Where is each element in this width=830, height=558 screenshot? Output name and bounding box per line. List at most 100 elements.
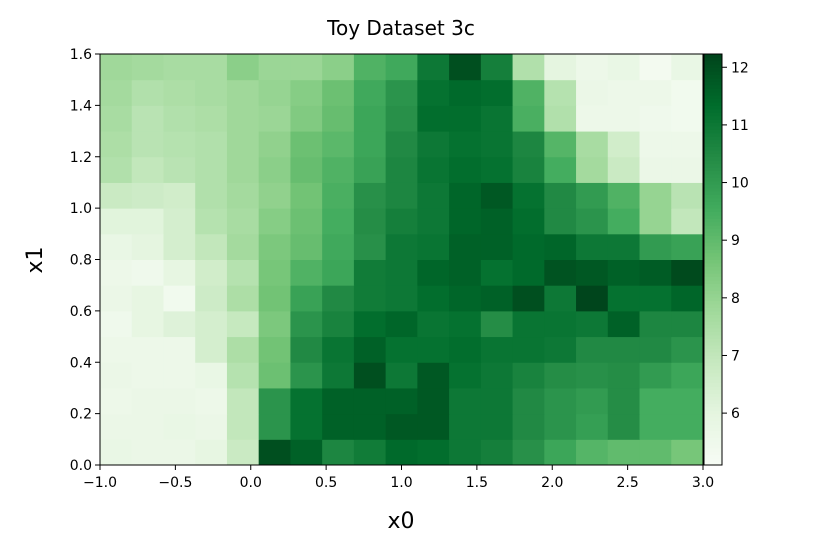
heatmap-cell xyxy=(544,105,577,132)
colorbar-segment xyxy=(704,98,722,103)
heatmap-cell xyxy=(607,362,641,389)
heatmap-cell xyxy=(607,259,641,286)
colorbar-segment xyxy=(704,362,722,367)
heatmap-cell xyxy=(449,131,482,158)
colorbar-segment xyxy=(704,307,722,312)
heatmap-cell xyxy=(322,439,355,466)
heatmap-cell xyxy=(226,362,260,389)
heatmap-cell xyxy=(512,285,545,312)
heatmap-cell xyxy=(544,259,577,286)
colorbar-segment xyxy=(704,441,722,445)
colorbar-segment xyxy=(704,91,722,96)
heatmap-cell xyxy=(226,285,260,312)
heatmap-cell xyxy=(290,413,323,440)
heatmap-cell xyxy=(353,362,387,389)
heatmap-cell xyxy=(226,182,260,209)
colorbar-segment xyxy=(704,245,722,250)
heatmap-cell xyxy=(195,156,228,183)
heatmap-cell xyxy=(195,259,228,286)
heatmap-cell xyxy=(576,310,609,338)
heatmap-cell xyxy=(449,336,482,363)
heatmap-cell xyxy=(353,105,387,132)
colorbar-segment xyxy=(704,197,722,202)
heatmap-cell xyxy=(671,208,704,235)
colorbar-segment xyxy=(704,417,722,421)
heatmap-cell xyxy=(544,336,577,363)
colorbar-segment xyxy=(704,266,722,271)
heatmap-cell xyxy=(163,105,196,132)
x-tick-label: 0.0 xyxy=(240,475,262,491)
heatmap-cell xyxy=(512,259,545,286)
heatmap-cell xyxy=(353,79,387,106)
colorbar-segment xyxy=(704,276,722,281)
heatmap-cell xyxy=(639,439,672,466)
colorbar-segment xyxy=(704,252,722,257)
heatmap-cell xyxy=(290,131,323,158)
heatmap-cell xyxy=(163,156,196,183)
y-tick-label: 0.8 xyxy=(70,253,92,269)
heatmap-cell xyxy=(639,79,672,106)
heatmap-cell xyxy=(480,285,514,312)
heatmap-cell xyxy=(671,310,704,338)
heatmap-cell xyxy=(163,285,196,312)
colorbar-tick-label: 7 xyxy=(731,348,740,364)
heatmap-cell xyxy=(671,387,704,415)
heatmap-cell xyxy=(671,182,704,209)
heatmap-cell xyxy=(512,233,545,260)
heatmap-cell xyxy=(480,131,514,158)
heatmap-cell xyxy=(385,54,418,81)
heatmap-cell xyxy=(353,156,387,183)
heatmap-cell xyxy=(417,182,450,209)
heatmap-cell xyxy=(512,387,545,415)
heatmap-cell xyxy=(671,105,704,132)
heatmap-cell xyxy=(480,439,514,466)
heatmap-cell xyxy=(512,79,545,106)
heatmap-cell xyxy=(131,387,164,415)
heatmap-cell xyxy=(449,310,482,338)
heatmap-cell xyxy=(417,79,450,106)
heatmap-cell xyxy=(544,54,577,81)
colorbar-segment xyxy=(704,348,722,353)
heatmap-cell xyxy=(258,310,291,338)
heatmap-cell xyxy=(226,79,260,106)
heatmap-cell xyxy=(576,131,609,158)
colorbar-segment xyxy=(704,338,722,343)
heatmap-cell xyxy=(576,156,609,183)
colorbar-segment xyxy=(704,437,722,442)
heatmap-cell xyxy=(417,310,450,338)
heatmap-cell xyxy=(226,156,260,183)
heatmap-cell xyxy=(639,310,672,338)
colorbar-segment xyxy=(704,249,722,254)
colorbar-segment xyxy=(704,122,722,127)
heatmap-cell xyxy=(258,105,291,132)
colorbar-segment xyxy=(704,57,722,62)
heatmap-cell xyxy=(544,79,577,106)
colorbar-segment xyxy=(704,132,722,137)
colorbar-segment xyxy=(704,184,722,189)
colorbar-segment xyxy=(704,225,722,230)
colorbar-segment xyxy=(704,139,722,144)
heatmap-cell xyxy=(480,387,514,415)
colorbar-segment xyxy=(704,372,722,377)
heatmap-cell xyxy=(417,336,450,363)
heatmap-cell xyxy=(671,131,704,158)
heatmap-cell xyxy=(639,413,672,440)
colorbar-segment xyxy=(704,201,722,206)
heatmap-cell xyxy=(449,233,482,260)
heatmap-cell xyxy=(417,233,450,260)
heatmap-cell xyxy=(671,233,704,260)
heatmap-cell xyxy=(195,54,228,81)
heatmap-cell xyxy=(100,336,133,363)
colorbar-segment xyxy=(704,146,722,151)
colorbar-segment xyxy=(704,280,722,284)
heatmap-cell xyxy=(226,233,260,260)
colorbar-segment xyxy=(704,125,722,130)
colorbar-segment xyxy=(704,214,722,219)
colorbar-segment xyxy=(704,112,722,117)
heatmap-cell xyxy=(195,131,228,158)
colorbar-segment xyxy=(704,310,722,315)
heatmap-cell xyxy=(417,105,450,132)
heatmap-cell xyxy=(449,105,482,132)
heatmap-cell xyxy=(385,310,418,338)
heatmap-cell xyxy=(353,413,387,440)
